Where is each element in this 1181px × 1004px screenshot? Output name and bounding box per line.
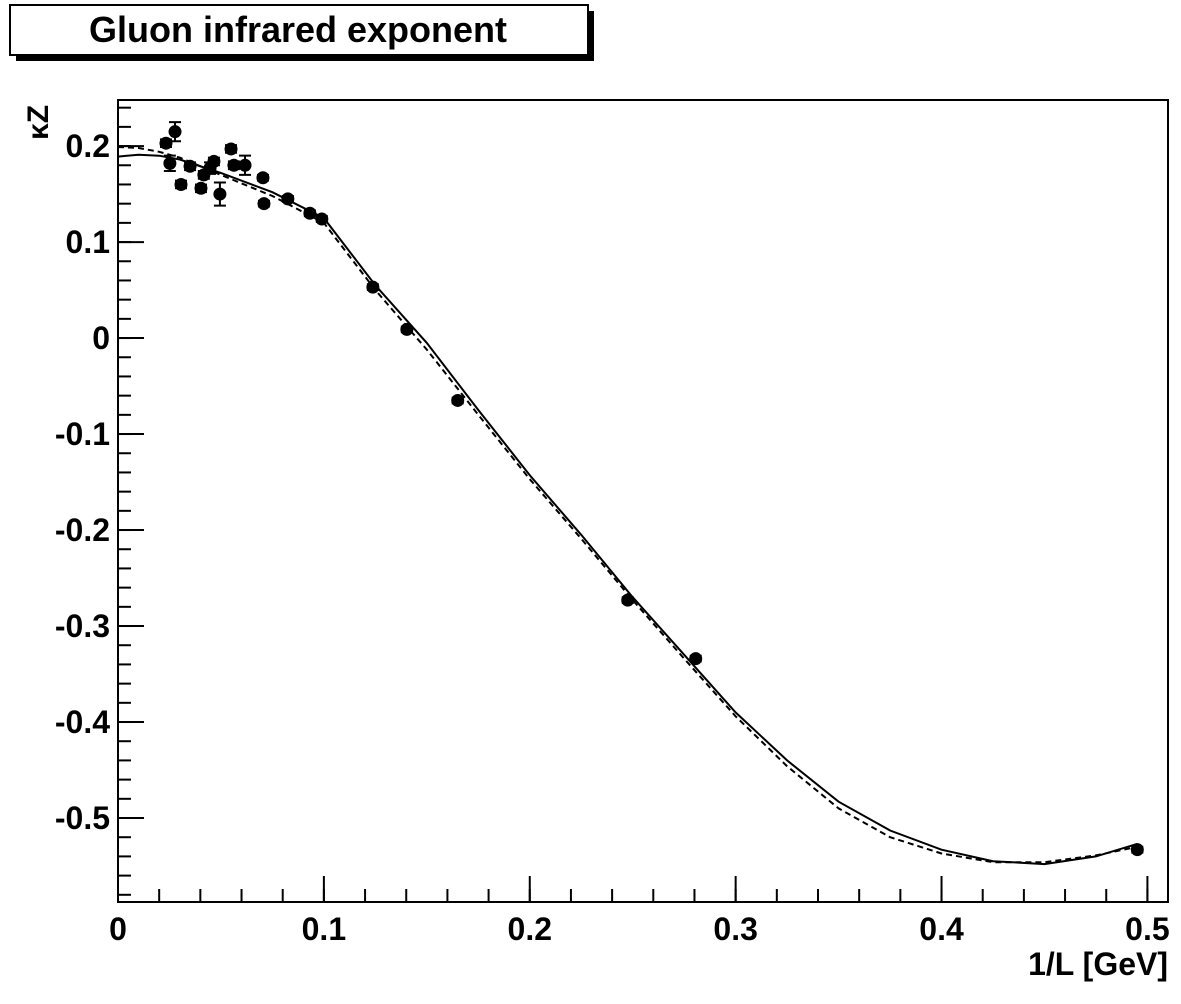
curve-solid bbox=[117, 153, 1138, 866]
plot-frame bbox=[117, 99, 1169, 903]
data-point bbox=[207, 154, 221, 168]
x-tick-label: 0 bbox=[109, 911, 127, 947]
x-tick-label: 0.4 bbox=[919, 911, 964, 947]
y-tick-label: 0.1 bbox=[66, 224, 110, 260]
data-point bbox=[174, 177, 188, 191]
chart-title: Gluon infrared exponent bbox=[89, 9, 507, 50]
x-tick-label: 0.3 bbox=[713, 911, 757, 947]
y-tick-label: -0.3 bbox=[55, 608, 110, 644]
x-tick-label: 0.2 bbox=[508, 911, 552, 947]
data-point bbox=[159, 136, 173, 150]
data-point bbox=[163, 156, 177, 170]
data-point bbox=[213, 187, 227, 201]
y-tick-label: -0.2 bbox=[55, 512, 110, 548]
data-point bbox=[224, 142, 238, 156]
title-box bbox=[9, 4, 589, 56]
y-tick-label: -0.5 bbox=[55, 800, 110, 836]
y-tick-label: -0.1 bbox=[55, 416, 110, 452]
data-point bbox=[227, 158, 241, 172]
y-axis-label: κZ bbox=[22, 105, 55, 140]
x-tick-label: 0.1 bbox=[302, 911, 346, 947]
data-point bbox=[168, 125, 182, 139]
y-tick-label: 0 bbox=[92, 320, 110, 356]
data-point bbox=[257, 197, 271, 211]
data-point bbox=[451, 393, 465, 407]
data-point bbox=[238, 158, 252, 172]
y-tick-label: -0.4 bbox=[55, 704, 110, 740]
y-tick-label: 0.2 bbox=[66, 128, 110, 164]
x-tick-label: 0.5 bbox=[1125, 911, 1169, 947]
data-point bbox=[400, 322, 414, 336]
x-axis-label: 1/L [GeV] bbox=[1028, 946, 1168, 982]
curve-dashed bbox=[117, 146, 1138, 864]
data-point bbox=[689, 652, 703, 666]
data-point bbox=[194, 181, 208, 195]
data-point bbox=[256, 171, 270, 185]
